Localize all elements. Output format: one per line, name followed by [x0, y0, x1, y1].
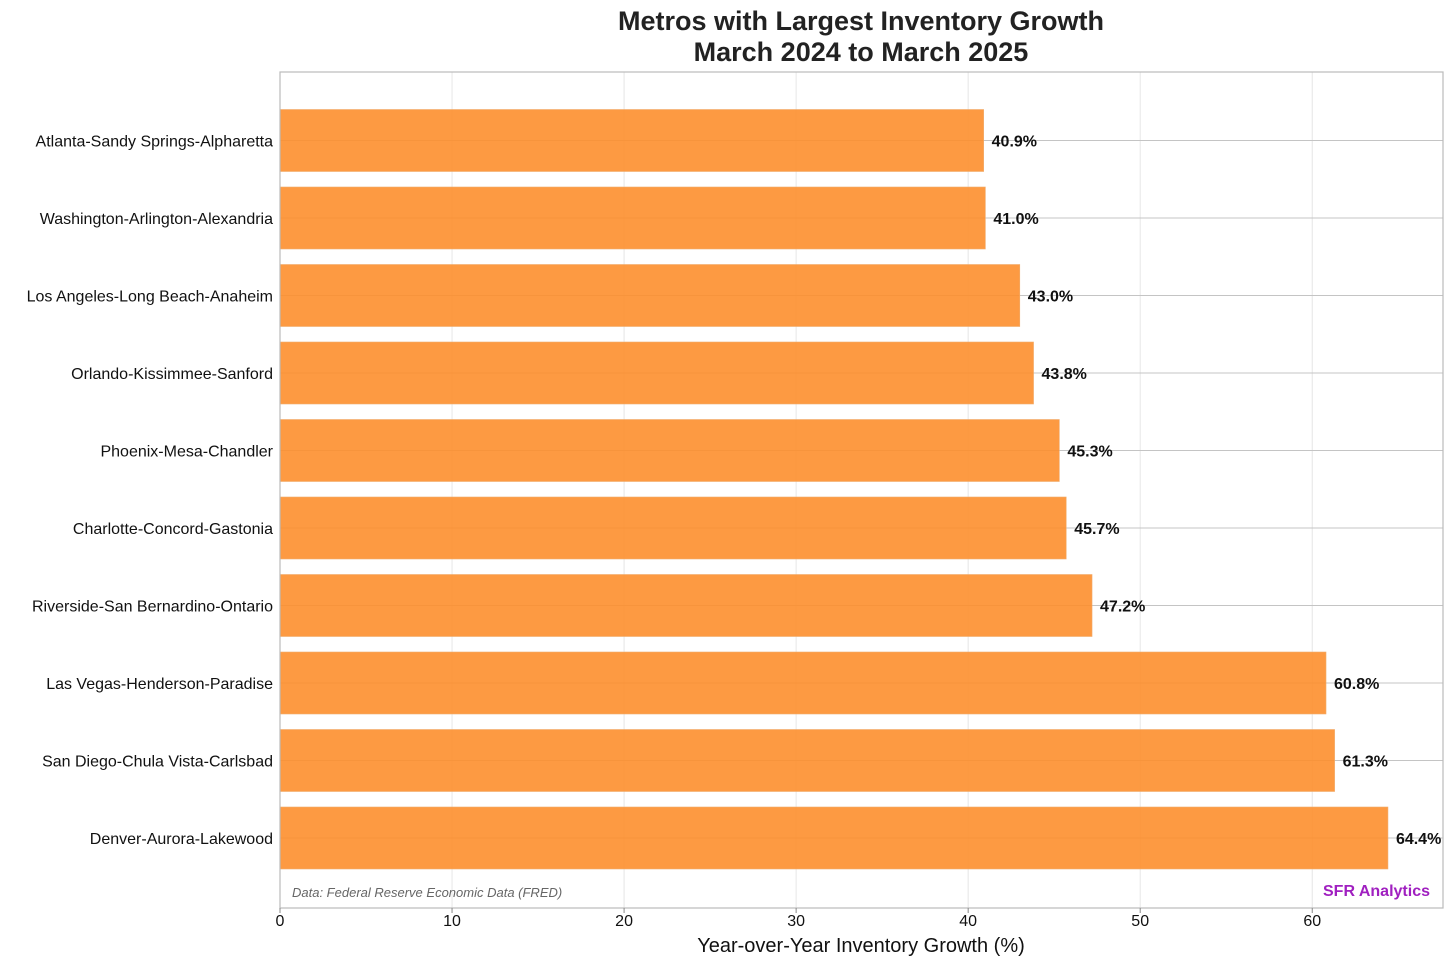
category-label: Las Vegas-Henderson-Paradise [46, 676, 273, 693]
bar [279, 729, 1335, 792]
x-axis-ticks: 0 10 20 30 40 50 60 [276, 908, 1321, 930]
data-label: 64.4% [1396, 831, 1441, 848]
data-label: 60.8% [1334, 676, 1379, 693]
data-label: 40.9% [992, 134, 1037, 151]
bar [279, 419, 1060, 482]
category-label: Washington-Arlington-Alexandria [40, 211, 273, 228]
data-label: 41.0% [993, 211, 1038, 228]
data-label: 43.0% [1028, 289, 1073, 306]
chart-subtitle: March 2024 to March 2025 [694, 37, 1029, 67]
x-tick-label: 20 [615, 913, 633, 930]
bar [279, 341, 1034, 405]
bar [279, 186, 986, 250]
category-label: Charlotte-Concord-Gastonia [73, 521, 273, 538]
bar [279, 651, 1327, 715]
data-label: 45.3% [1067, 444, 1112, 461]
category-label: Orlando-Kissimmee-Sanford [71, 366, 273, 383]
x-tick-label: 30 [787, 913, 805, 930]
bar [279, 574, 1093, 637]
bar [279, 109, 984, 172]
bar [279, 806, 1389, 870]
bar [279, 496, 1067, 560]
category-label: Los Angeles-Long Beach-Anaheim [27, 289, 273, 306]
category-label: Denver-Aurora-Lakewood [90, 831, 273, 848]
x-tick-label: 40 [959, 913, 977, 930]
category-label: Atlanta-Sandy Springs-Alpharetta [36, 134, 274, 151]
chart-title: Metros with Largest Inventory Growth [618, 6, 1104, 36]
bars-group [279, 109, 1389, 870]
x-tick-label: 0 [276, 913, 285, 930]
brand-watermark: SFR Analytics [1323, 883, 1430, 900]
data-label: 43.8% [1042, 366, 1087, 383]
plot-frame [279, 71, 1444, 909]
x-tick-label: 10 [443, 913, 461, 930]
x-tick-label: 60 [1303, 913, 1321, 930]
x-tick-label: 50 [1131, 913, 1149, 930]
data-label: 61.3% [1343, 754, 1388, 771]
category-label: Phoenix-Mesa-Chandler [100, 444, 273, 461]
data-label: 47.2% [1100, 599, 1145, 616]
x-axis-label: Year-over-Year Inventory Growth (%) [697, 935, 1025, 957]
category-labels: Atlanta-Sandy Springs-Alpharetta Washingt… [27, 134, 274, 849]
category-label: Riverside-San Bernardino-Ontario [32, 599, 273, 616]
value-labels: 40.9% 41.0% 43.0% 43.8% 45.3% 45.7% 47.2% 60.8%… [992, 134, 1442, 849]
source-note: Data: Federal Reserve Economic Data (FRE… [292, 885, 562, 900]
data-label: 45.7% [1074, 521, 1119, 538]
bar [279, 264, 1021, 327]
category-label: San Diego-Chula Vista-Carlsbad [42, 754, 273, 771]
